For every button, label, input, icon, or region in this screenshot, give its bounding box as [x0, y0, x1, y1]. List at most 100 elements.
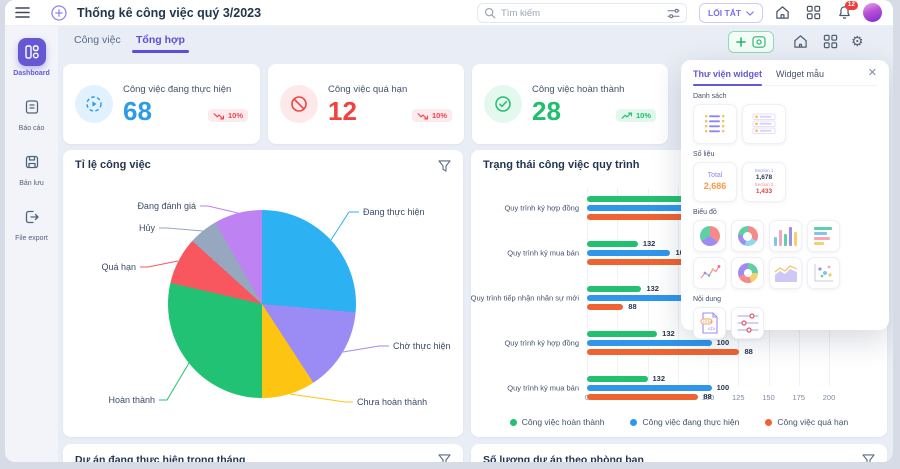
stat-card: Công việc hoàn thành 28 10% — [472, 64, 668, 144]
ring-chart-widget-icon[interactable] — [731, 257, 764, 289]
scatter-chart-widget-icon[interactable] — [807, 257, 840, 289]
bar-segment[interactable] — [587, 259, 769, 265]
topbar: Thống kê công việc quý 3/2023 LỐI TẮT 12 — [5, 0, 893, 26]
filter-funnel-icon[interactable] — [438, 159, 451, 177]
list-detail-widget-icon[interactable] — [693, 104, 737, 144]
add-dashboard-icon[interactable] — [51, 5, 67, 21]
trend-badge: 10% — [411, 109, 452, 122]
dashboard-home-icon[interactable] — [793, 34, 808, 49]
stat-value: 68 — [123, 96, 152, 126]
settings-gear-icon[interactable]: ⚙ — [851, 33, 864, 49]
bar-segment[interactable] — [587, 349, 740, 355]
bar-segment[interactable] — [587, 250, 671, 256]
filter-funnel-icon[interactable] — [862, 453, 875, 462]
legend-item: Công việc hoàn thành — [509, 417, 604, 427]
apps-grid-icon[interactable] — [806, 5, 821, 20]
tab-widget-templates[interactable]: Widget mẫu — [776, 68, 825, 79]
list-rows-widget-icon[interactable] — [742, 104, 786, 144]
bar-segment[interactable] — [587, 304, 624, 310]
stat-card: Công việc đang thực hiện 68 10% — [63, 64, 260, 144]
sidebar-item-bản-lưu[interactable]: Bản lưu — [18, 148, 46, 187]
filter-funnel-icon[interactable] — [438, 453, 451, 462]
pie-slice-label: Chờ thực hiện — [393, 341, 451, 351]
tab-widget-library[interactable]: Thư viện widget — [693, 68, 763, 86]
stat-line: 12 10% — [328, 98, 452, 124]
bar-chart-plot[interactable]: 0255075100125150175200Quy trình ký hợp đ… — [471, 188, 839, 402]
pie-chart-title: Tỉ lệ công việc — [75, 159, 151, 171]
home-icon[interactable] — [775, 5, 790, 20]
add-widget-button[interactable] — [728, 31, 774, 53]
sidebar-item-dashboard[interactable]: Dashboard — [13, 38, 50, 77]
bar-value-label: 132 — [652, 374, 666, 383]
bottom-left-card-title: Dự án đang thực hiện trong tháng — [75, 454, 246, 462]
shortcut-button[interactable]: LỐI TẮT — [699, 3, 764, 23]
widget-section-label: Số liệu — [693, 151, 715, 158]
legend-dot — [509, 418, 517, 426]
bar-segment[interactable] — [587, 241, 638, 247]
bar-segment[interactable] — [587, 196, 769, 202]
tab-tong-hop[interactable]: Tổng hợp — [132, 34, 189, 53]
svg-text:HTML: HTML — [703, 320, 713, 324]
stat-card: Công việc quá hạn 12 10% — [268, 64, 464, 144]
bar-chart-row: Quy trình ký hợp đồng 132 100 88 — [504, 330, 839, 356]
bar-chart-widget-icon[interactable] — [807, 220, 840, 252]
sidebar-item-label: Bản lưu — [19, 180, 44, 187]
number-widget-label: Section 1 — [754, 168, 774, 174]
legend-dot — [765, 418, 773, 426]
pie-chart[interactable] — [168, 210, 356, 398]
stat-body: Công việc quá hạn 12 10% — [328, 84, 452, 124]
html-content-widget-icon[interactable]: HTML </> — [693, 307, 726, 339]
sidebar-item-báo-cáo[interactable]: Báo cáo — [18, 93, 46, 132]
stat-line: 68 10% — [123, 98, 248, 124]
sidebar-item-file-export[interactable]: File export — [15, 203, 48, 242]
area-chart-widget-icon[interactable] — [769, 257, 802, 289]
file-export-icon — [18, 203, 46, 231]
report-icon — [18, 93, 46, 121]
line-chart-widget-icon[interactable] — [693, 257, 726, 289]
stat-label: Công việc đang thực hiện — [123, 84, 232, 95]
notifications-bell-icon[interactable]: 12 — [837, 1, 858, 20]
x-axis-tick: 200 — [822, 393, 836, 402]
hamburger-menu-icon[interactable] — [15, 6, 30, 19]
trend-down-icon — [417, 112, 429, 120]
legend-item: Công việc quá hạn — [765, 417, 848, 427]
bar-row-label: Quy trình tiếp nhận nhân sự mới — [470, 293, 579, 303]
stat-label: Công việc quá hạn — [328, 84, 408, 95]
bar-row-label: Quy trình ký hợp đồng — [504, 338, 579, 348]
bar-segment[interactable] — [587, 385, 712, 391]
number-widget-value: 1,678 — [755, 173, 773, 181]
bar-segment[interactable] — [587, 376, 648, 382]
column-chart-widget-icon[interactable] — [769, 220, 802, 252]
bar-segment[interactable] — [587, 295, 769, 301]
plus-icon — [736, 37, 746, 47]
double-number-widget-icon[interactable]: Section 1 1,678 Section 2 1,433 — [742, 162, 786, 202]
settings-sliders-widget-icon[interactable] — [731, 307, 764, 339]
x-axis-tick: 100 — [701, 393, 715, 402]
user-avatar[interactable] — [863, 3, 882, 22]
bar-value-label: 88 — [703, 392, 712, 401]
donut-chart-widget-icon[interactable] — [731, 220, 764, 252]
widget-tiles-row — [693, 104, 877, 144]
filter-sliders-icon[interactable] — [667, 8, 680, 19]
close-icon[interactable]: ✕ — [867, 67, 877, 79]
bar-row-label: Quy trình ký hợp đồng — [504, 203, 579, 213]
x-axis-tick: 125 — [731, 393, 745, 402]
bar-segment[interactable] — [587, 340, 712, 346]
pie-slice-label: Hoàn thành — [108, 395, 155, 405]
single-number-widget-icon[interactable]: Total 2,686 — [693, 162, 737, 202]
pie-chart-widget-icon[interactable] — [693, 220, 726, 252]
layout-grid-icon[interactable] — [823, 34, 838, 49]
pie-slice-label: Chưa hoàn thành — [357, 397, 428, 407]
save-icon — [18, 148, 46, 176]
gridline — [677, 188, 679, 386]
search-input[interactable] — [501, 7, 662, 19]
widget-section-label: Biểu đồ — [693, 209, 717, 216]
pie-slice-label: Đang thực hiện — [363, 207, 425, 217]
bar-segment[interactable] — [587, 394, 699, 400]
bar-row-label: Quy trình ký mua bán — [507, 383, 579, 393]
trend-down-icon — [213, 112, 225, 120]
bar-segment[interactable] — [587, 286, 642, 292]
search-box[interactable] — [477, 3, 687, 23]
bar-segment[interactable] — [587, 331, 658, 337]
tab-cong-viec[interactable]: Công việc — [74, 34, 121, 46]
